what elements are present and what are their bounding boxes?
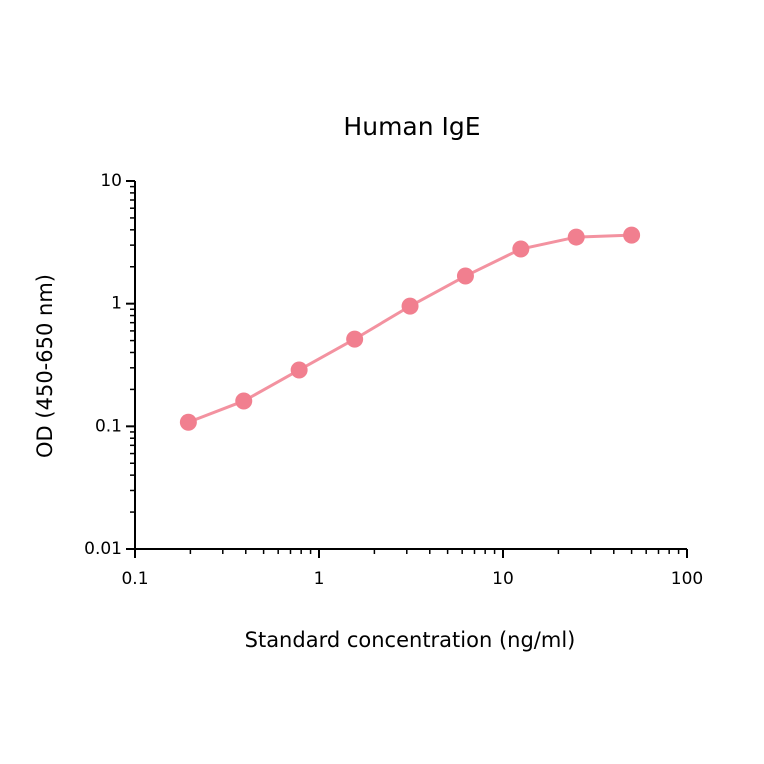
data-point (401, 297, 419, 315)
x-tick-label: 1 (314, 569, 325, 589)
x-tick-label: 100 (671, 569, 703, 589)
x-tick-label: 0.1 (121, 569, 148, 589)
x-axis-label: Standard concentration (ng/ml) (245, 628, 576, 652)
data-point (235, 392, 253, 410)
data-point (512, 240, 530, 258)
data-point (179, 413, 197, 431)
y-axis-label: OD (450-650 nm) (33, 274, 57, 458)
data-point (456, 267, 474, 285)
data-point (567, 228, 585, 246)
y-tick-label: 0.01 (84, 539, 122, 559)
data-point (346, 330, 364, 348)
data-point (623, 226, 641, 244)
chart-title: Human IgE (343, 112, 480, 141)
series-line (187, 233, 632, 424)
data-point (290, 361, 308, 379)
x-tick-label: 10 (492, 569, 514, 589)
y-tick-label: 1 (111, 294, 122, 314)
y-tick-label: 0.1 (95, 416, 122, 436)
y-tick-label: 10 (100, 171, 122, 191)
